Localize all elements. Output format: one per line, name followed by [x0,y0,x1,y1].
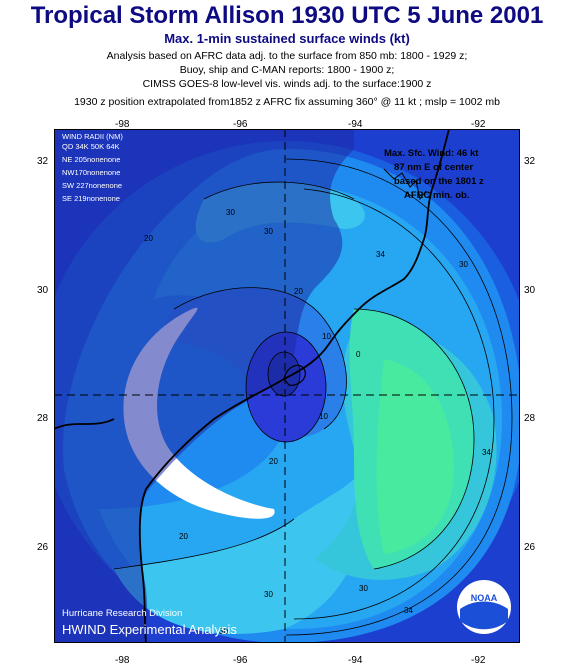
top-lon-label: -94 [348,119,363,130]
division-label: Hurricane Research Division [62,608,182,619]
noaa-logo-wave [460,601,508,630]
contour-30-south [113,518,295,570]
wind-field-map: 34 34 34 30 30 30 30 20 20 20 20 10 10 0… [54,129,520,643]
contour-label: 10 [319,412,328,421]
info-line-2: Buoy, ship and C-MAN reports: 1800 - 190… [179,64,395,76]
wind-band-south [114,479,362,634]
right-lat-label: 32 [524,156,536,167]
land-area [54,129,354,643]
wind-radii-title: WIND RADII (NM) [62,132,123,141]
bottom-lon-label: -94 [348,655,363,666]
bay-outline [283,364,306,386]
river-line [383,168,427,201]
left-lat-label: 26 [37,542,49,553]
contour-label: 20 [144,234,153,243]
bottom-lon-label: -96 [233,655,248,666]
info-line-1: Analysis based on AFRC data adj. to the … [106,50,468,62]
contour-label: 30 [264,590,273,599]
contour-label: 20 [269,457,278,466]
max-wind-line: 87 nm E of center [394,162,473,173]
contour-30-north [203,181,355,200]
wind-radii-table: WIND RADII (NM) QD 34K 50K 64K NE 205non… [62,132,123,203]
left-lat-label: 28 [37,413,49,424]
max-wind-line: based on the 1801 z [394,176,484,187]
wind-max-core [376,359,454,554]
right-lat-label: 30 [524,285,536,296]
contour-34 [285,158,513,636]
contour-label: 34 [376,250,385,259]
noaa-logo-text: NOAA [471,593,498,603]
wind-radii-header: QD 34K 50K 64K [62,142,120,151]
wind-radii-row: SW 227nonenone [62,181,122,190]
top-lon-label: -96 [233,119,248,130]
right-lat-label: 28 [524,413,536,424]
info-line-3: CIMSS GOES-8 low-level vis. winds adj. t… [142,78,432,90]
bottom-lon-label: -98 [115,655,130,666]
contour-label: 30 [264,227,273,236]
contour-label: 34 [482,448,491,457]
info-line-4: 1930 z position extrapolated from1852 z … [74,96,500,108]
contour-label: 30 [226,208,235,217]
max-wind-line: Max. Sfc. Wind: 46 kt [384,148,479,159]
map-title: Tropical Storm Allison 1930 UTC 5 June 2… [30,2,544,29]
coastline [54,129,450,643]
map-frame [54,129,520,643]
left-lat-label: 30 [37,285,49,296]
contour-lines [113,158,513,636]
contour-30-east [293,188,495,620]
noaa-logo: NOAA [457,580,511,634]
contour-40 [353,308,475,570]
right-lat-label: 26 [524,542,536,553]
contour-label: 30 [219,627,228,636]
contour-label: 0 [356,350,361,359]
contour-label: 30 [359,584,368,593]
contour-label: 10 [322,332,331,341]
contour-label: 30 [459,260,468,269]
top-lon-label: -98 [115,119,130,130]
contour-label: 34 [404,606,413,615]
product-label: HWIND Experimental Analysis [62,622,237,637]
wind-radii-row: NE 205nonenone [62,155,120,164]
wind-radii-row: SE 219nonenone [62,194,120,203]
contour-20 [173,287,347,430]
contour-0 [267,351,301,397]
contour-label: 20 [179,532,188,541]
left-lat-label: 32 [37,156,49,167]
wind-radii-row: NW170nonenone [62,168,120,177]
max-wind-line: AFRC min. ob. [404,190,469,201]
max-wind-annotation: Max. Sfc. Wind: 46 kt 87 nm E of center … [384,148,484,201]
contour-label: 20 [294,287,303,296]
contour-10 [245,331,327,443]
bottom-lon-label: -92 [471,655,486,666]
map-subtitle: Max. 1-min sustained surface winds (kt) [164,31,410,46]
top-lon-label: -92 [471,119,486,130]
